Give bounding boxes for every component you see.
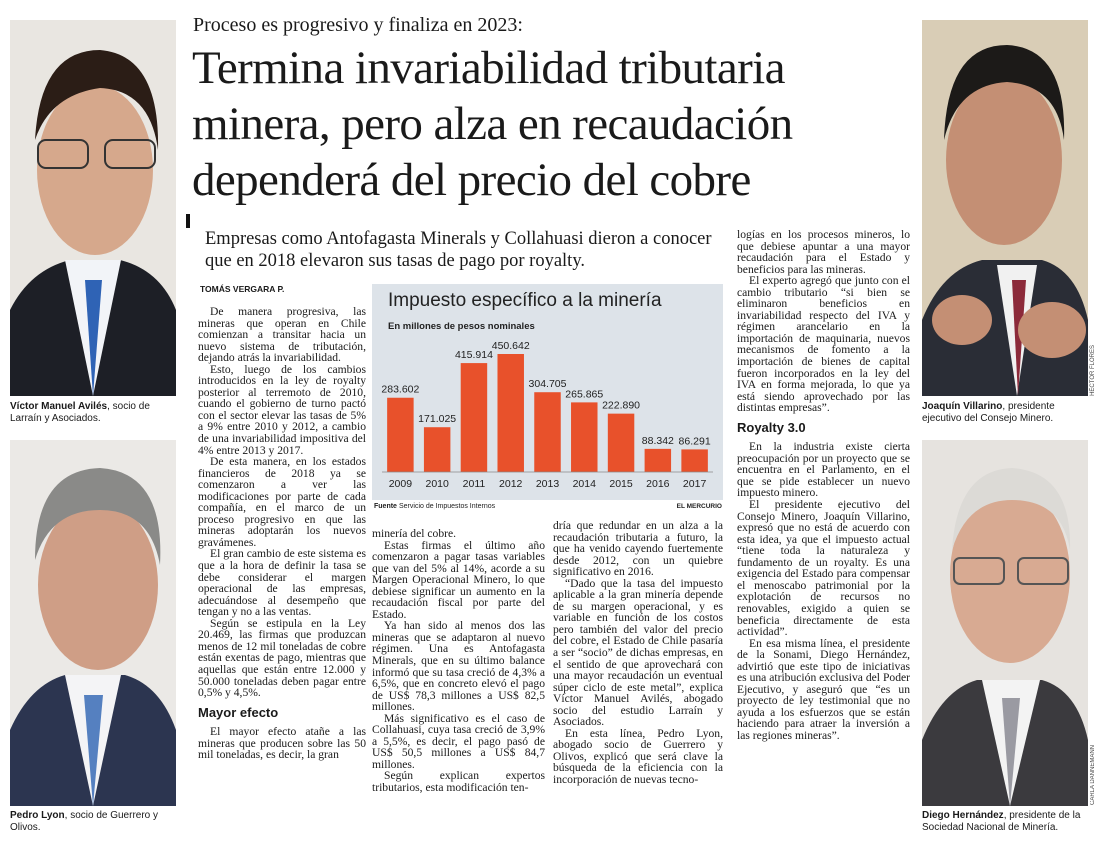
caption-name: Diego Hernández — [922, 810, 1004, 821]
photo — [10, 20, 176, 396]
subheading: Mayor efecto — [198, 704, 279, 720]
caption: Víctor Manuel Avilés, socio de Larraín y… — [10, 401, 178, 425]
caption: Diego Hernández, presidente de la Socied… — [922, 810, 1088, 834]
x-tick-label: 2014 — [573, 478, 597, 490]
bar — [607, 413, 635, 472]
source: Servicio de Impuestos Internos — [399, 503, 496, 510]
photo-credit: HÉCTOR FLORES — [1090, 345, 1096, 396]
paragraph: De esta manera, en los estados financier… — [198, 455, 366, 549]
paragraph: Esto, luego de los cambios introducidos … — [198, 362, 366, 457]
bar — [681, 449, 708, 472]
x-tick-label: 2010 — [425, 478, 449, 490]
headline: Termina invariabilidad tributaria minera… — [192, 40, 793, 208]
paragraph: logías en los procesos mineros, lo que d… — [737, 229, 910, 276]
headline-line: Termina invariabilidad tributaria — [192, 42, 786, 94]
value-label: 304.705 — [529, 378, 567, 390]
bar — [571, 402, 598, 472]
paragraph: En la industria existe cierta preocupaci… — [737, 440, 910, 500]
kicker: Proceso es progresivo y finaliza en 2023… — [193, 14, 523, 36]
paragraph: minería del cobre. — [372, 528, 457, 540]
photo-credit: CARLA DANNEMANN — [1090, 745, 1096, 806]
value-label: 265.865 — [565, 388, 603, 400]
caption-name: Pedro Lyon — [10, 810, 65, 821]
paragraph: Estas firmas el último año comenzaron a … — [372, 538, 545, 621]
paragraph: dría que redundar en un alza a la recaud… — [553, 520, 723, 579]
bar — [423, 427, 451, 472]
caption-text: , presidente de la Sociedad Nacional de … — [922, 810, 1081, 833]
x-tick-label: 2016 — [646, 478, 670, 490]
paragraph: Según se estipula en la Ley 20.469, las … — [198, 616, 366, 700]
chart-title: Impuesto específico a la minería — [388, 290, 662, 311]
text-column: De manera progresiva, las mineras que op… — [198, 306, 366, 836]
value-label: 171.025 — [418, 413, 456, 425]
photo — [922, 20, 1088, 396]
paragraph: De manera progresiva, las mineras que op… — [198, 306, 366, 365]
value-label: 415.914 — [455, 349, 493, 361]
value-label: 450.642 — [492, 340, 530, 352]
caption-name: Joaquín Villarino — [922, 401, 1003, 412]
text-column: dría que redundar en un alza a la recaud… — [553, 520, 723, 836]
chart: Impuesto específico a la minería En mill… — [372, 284, 723, 510]
paragraph: “Dado que la tasa del impuesto aplicable… — [553, 576, 723, 729]
paragraph: El mayor efecto atañe a las mineras que … — [198, 725, 366, 762]
bar — [387, 397, 414, 472]
value-label: 222.890 — [602, 400, 640, 412]
bar — [644, 448, 672, 472]
chart-credit: EL MERCURIO — [677, 503, 722, 510]
bar — [497, 354, 524, 472]
paragraph: En esta línea, Pedro Lyon, abogado socio… — [553, 726, 723, 787]
headline-line: dependerá del precio del cobre — [192, 154, 751, 206]
caption-text: , socio de Larraín y Asociados. — [10, 401, 150, 424]
deck: Empresas como Antofagasta Minerals y Col… — [205, 229, 712, 271]
caption-text: , socio de Guerrero y Olivos. — [10, 810, 159, 833]
paragraph: El presidente ejecutivo del Consejo Mine… — [737, 498, 910, 639]
value-label: 86.291 — [679, 435, 711, 447]
x-tick-label: 2013 — [536, 478, 560, 490]
photo — [10, 440, 176, 806]
text-column: minería del cobre. Estas firmas el último… — [372, 528, 545, 836]
x-tick-label: 2009 — [389, 478, 413, 490]
paragraph: En esa misma línea, el presidente de la … — [737, 636, 910, 742]
headline-line: minera, pero alza en recaudación — [192, 98, 793, 150]
chart-subtitle: En millones de pesos nominales — [388, 321, 535, 332]
paragraph: Según explican expertos tributarios, est… — [372, 769, 545, 795]
value-label: 88.342 — [642, 435, 674, 447]
bar — [534, 392, 561, 472]
bar — [460, 363, 488, 472]
paragraph: Ya han sido al menos dos las mineras que… — [372, 619, 545, 714]
text-column: logías en los procesos mineros, lo que d… — [737, 229, 910, 836]
x-tick-label: 2017 — [683, 478, 707, 490]
x-tick-label: 2015 — [609, 478, 633, 490]
caption-name: Víctor Manuel Avilés — [10, 401, 108, 412]
source-label: Fuente — [374, 503, 397, 510]
rule-mark — [186, 214, 190, 228]
paragraph: El gran cambio de este sistema es que a … — [198, 547, 366, 619]
caption: Pedro Lyon, socio de Guerrero y Olivos. — [10, 810, 178, 834]
caption-text: , presidente ejecutivo del Consejo Miner… — [922, 401, 1055, 424]
subheading: Royalty 3.0 — [737, 419, 806, 435]
x-tick-label: 2011 — [463, 478, 486, 490]
paragraph: El experto agregó que junto con el cambi… — [737, 274, 910, 415]
caption: Joaquín Villarino, presidente ejecutivo … — [922, 401, 1088, 425]
value-label: 283.602 — [381, 384, 419, 396]
byline: TOMÁS VERGARA P. — [200, 284, 285, 294]
paragraph: Más significativo es el caso de Collahua… — [372, 711, 545, 771]
x-tick-label: 2012 — [499, 478, 523, 490]
photo — [922, 440, 1088, 806]
